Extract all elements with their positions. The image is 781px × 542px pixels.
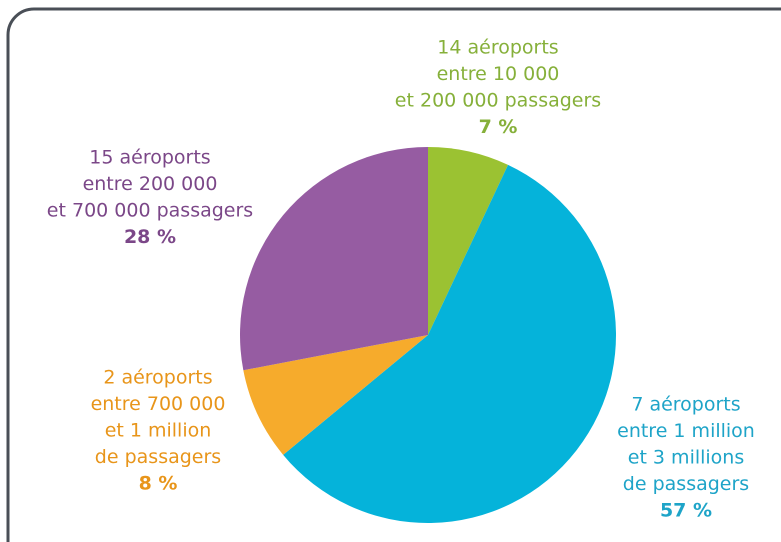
slice-label: 15 aéroports: [89, 147, 210, 169]
slice-label: 7 aéroports: [631, 394, 740, 416]
slice-label: entre 200 000: [83, 173, 218, 195]
slice-label: et 200 000 passagers: [395, 90, 601, 112]
slice-label: de passagers: [95, 446, 221, 468]
pie-slice: [243, 335, 428, 455]
slice-label: entre 10 000: [437, 63, 560, 85]
pie-slice: [428, 147, 509, 335]
slice-label: 2 aéroports: [103, 367, 212, 389]
pie-slice: [240, 147, 428, 371]
slice-label: et 1 million: [105, 420, 212, 442]
slice-label: et 3 millions: [628, 447, 745, 469]
slice-label: 14 aéroports: [437, 37, 558, 59]
slice-percent: 28 %: [124, 226, 176, 248]
slice-label: de passagers: [623, 473, 749, 495]
pie-slice: [283, 164, 617, 523]
slice-percent: 57 %: [660, 500, 712, 522]
slice-label: entre 1 million: [617, 420, 755, 442]
slice-percent: 8 %: [139, 473, 178, 495]
slice-label: entre 700 000: [91, 393, 226, 415]
slice-percent: 7 %: [479, 116, 518, 138]
slice-label: et 700 000 passagers: [47, 200, 253, 222]
